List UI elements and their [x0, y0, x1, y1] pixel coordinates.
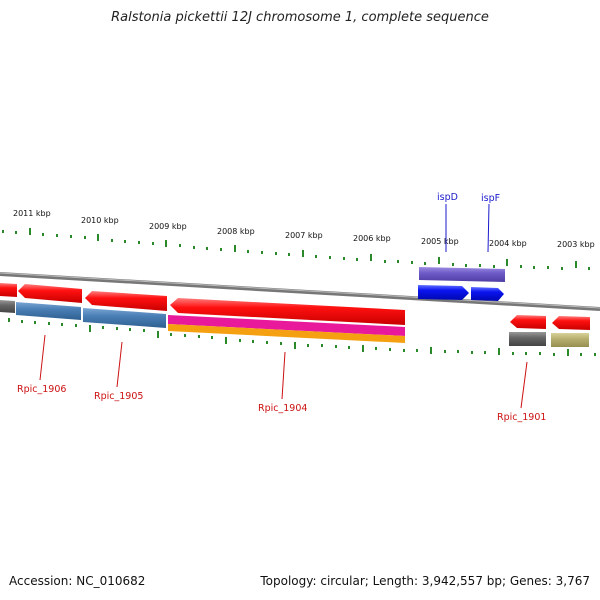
tick-label-2003: 2003 kbp: [557, 240, 595, 249]
leader-rpic1901: [520, 361, 528, 409]
gene-ispF[interactable]: [471, 287, 504, 301]
gene-red-1901[interactable]: [510, 315, 546, 329]
gene-label-rpic1905[interactable]: Rpic_1905: [94, 391, 143, 402]
tick-label-2007: 2007 kbp: [285, 231, 323, 240]
gene-red-1906[interactable]: [18, 284, 82, 303]
gene-red-left-edge[interactable]: [0, 283, 17, 297]
footer-accession: Accession: NC_010682: [9, 574, 146, 588]
footer-summary: Topology: circular; Length: 3,942,557 bp…: [260, 574, 590, 588]
upper-tick-row: [2, 228, 590, 270]
tick-label-2005: 2005 kbp: [421, 237, 459, 246]
gene-label-ispD[interactable]: ispD: [437, 192, 458, 203]
tick-label-2010: 2010 kbp: [81, 216, 119, 225]
gene-gray-left-edge[interactable]: [0, 300, 15, 313]
tick-label-2006: 2006 kbp: [353, 234, 391, 243]
chromosome-backbone-highlight: [0, 272, 600, 309]
gene-label-rpic1901[interactable]: Rpic_1901: [497, 412, 546, 423]
gene-khaki-right[interactable]: [551, 333, 589, 347]
lower-tick-row: [8, 318, 596, 356]
gene-label-rpic1904[interactable]: Rpic_1904: [258, 403, 307, 414]
gene-ispD[interactable]: [418, 285, 469, 300]
leader-rpic1905: [116, 341, 123, 388]
leader-ispF: [487, 203, 490, 253]
tick-label-2008: 2008 kbp: [217, 227, 255, 236]
gene-steel-1906[interactable]: [16, 302, 81, 320]
tick-label-2009: 2009 kbp: [149, 222, 187, 231]
chromosome-backbone: [0, 272, 600, 311]
gene-purple-forward[interactable]: [419, 267, 505, 282]
gene-red-1905[interactable]: [85, 291, 167, 311]
tick-label-2011: 2011 kbp: [13, 209, 51, 218]
gene-red-right[interactable]: [552, 316, 590, 330]
gene-label-rpic1906[interactable]: Rpic_1906: [17, 384, 66, 395]
gene-red-1904[interactable]: [170, 298, 405, 325]
gene-gray-1901[interactable]: [509, 332, 546, 346]
leader-rpic1904: [281, 351, 286, 400]
map-title: Ralstonia pickettii 12J chromosome 1, co…: [111, 10, 489, 25]
gene-magenta-1904[interactable]: [168, 315, 405, 336]
gene-steel-1905[interactable]: [83, 308, 166, 328]
gene-orange-1904[interactable]: [168, 324, 405, 343]
leader-rpic1906: [39, 334, 46, 381]
gene-label-ispF[interactable]: ispF: [481, 193, 500, 204]
tick-label-2004: 2004 kbp: [489, 239, 527, 248]
